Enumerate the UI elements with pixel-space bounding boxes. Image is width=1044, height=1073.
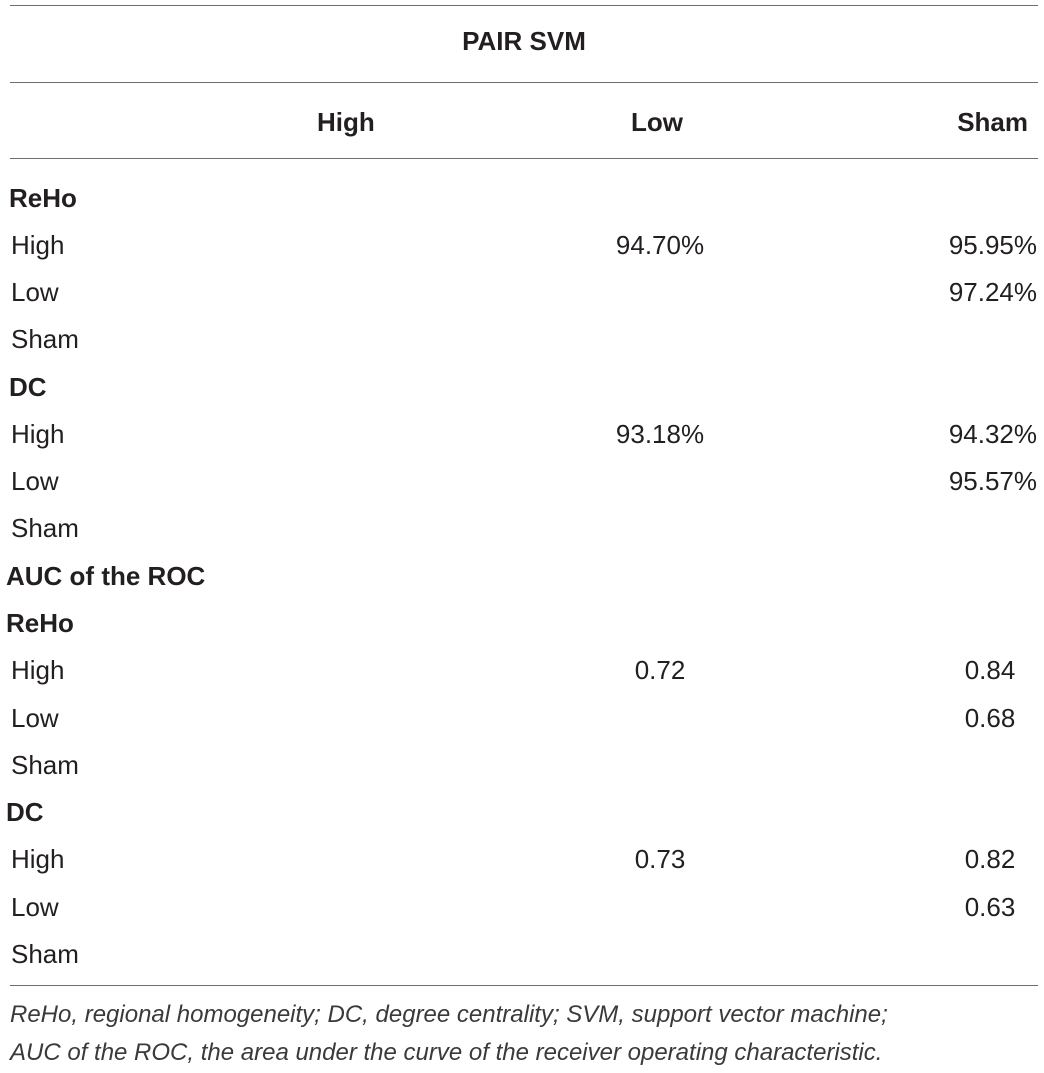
row-label: High (11, 844, 65, 874)
row-label: High (11, 230, 65, 260)
row-label: High (11, 655, 65, 685)
section-label-auc: AUC of the ROC (6, 561, 206, 591)
section-row: DC (0, 360, 1044, 406)
table-row: Low 95.57% (0, 454, 1044, 500)
table-row: Low 0.68 (0, 691, 1044, 737)
section-label-auc-dc: DC (6, 797, 44, 827)
table-title: PAIR SVM (462, 26, 586, 56)
cell-low: 93.18% (615, 419, 705, 449)
section-label-dc: DC (9, 372, 47, 402)
row-label: Sham (11, 324, 79, 354)
row-label: Sham (11, 939, 79, 969)
section-row: AUC of the ROC (0, 549, 1044, 595)
cell-sham: 0.82 (964, 844, 1016, 874)
table-row: High 93.18% 94.32% (0, 407, 1044, 453)
cell-sham: 97.24% (948, 277, 1037, 307)
table-row: High 0.72 0.84 (0, 643, 1044, 689)
section-row: ReHo (0, 596, 1044, 642)
cell-sham: 94.32% (948, 419, 1037, 449)
cell-sham: 95.57% (948, 466, 1037, 496)
table-row: Sham (0, 312, 1044, 358)
section-label-auc-reho: ReHo (6, 608, 74, 638)
table-footnote: ReHo, regional homogeneity; DC, degree c… (10, 996, 1040, 1072)
table-row: Sham (0, 501, 1044, 547)
section-row: DC (0, 785, 1044, 831)
cell-sham: 0.63 (964, 892, 1016, 922)
cell-low: 0.72 (634, 655, 686, 685)
row-label: Low (11, 466, 59, 496)
row-label: Low (11, 277, 59, 307)
row-label: High (11, 419, 65, 449)
row-label: Sham (11, 750, 79, 780)
table-title-rule (10, 82, 1038, 83)
cell-low: 94.70% (615, 230, 705, 260)
table-top-rule (10, 5, 1038, 6)
column-header-high: High (317, 107, 375, 137)
table-bottom-rule (10, 985, 1038, 986)
table-row: High 0.73 0.82 (0, 832, 1044, 878)
cell-sham: 0.68 (964, 703, 1016, 733)
cell-low: 0.73 (634, 844, 686, 874)
column-header-sham: Sham (957, 107, 1028, 137)
row-label: Sham (11, 513, 79, 543)
section-row: ReHo (0, 171, 1044, 217)
footnote-line-1: ReHo, regional homogeneity; DC, degree c… (10, 1001, 888, 1028)
row-label: Low (11, 703, 59, 733)
row-label: Low (11, 892, 59, 922)
table-row: Low 0.63 (0, 880, 1044, 926)
column-header-low: Low (631, 107, 683, 137)
section-label-reho: ReHo (9, 183, 77, 213)
table-row: High 94.70% 95.95% (0, 218, 1044, 264)
table-row: Sham (0, 927, 1044, 973)
footnote-line-2: AUC of the ROC, the area under the curve… (10, 1039, 883, 1066)
table-row: Low 97.24% (0, 265, 1044, 311)
header-bottom-rule (10, 158, 1038, 159)
cell-sham: 0.84 (964, 655, 1016, 685)
table-row: Sham (0, 738, 1044, 784)
cell-sham: 95.95% (948, 230, 1037, 260)
